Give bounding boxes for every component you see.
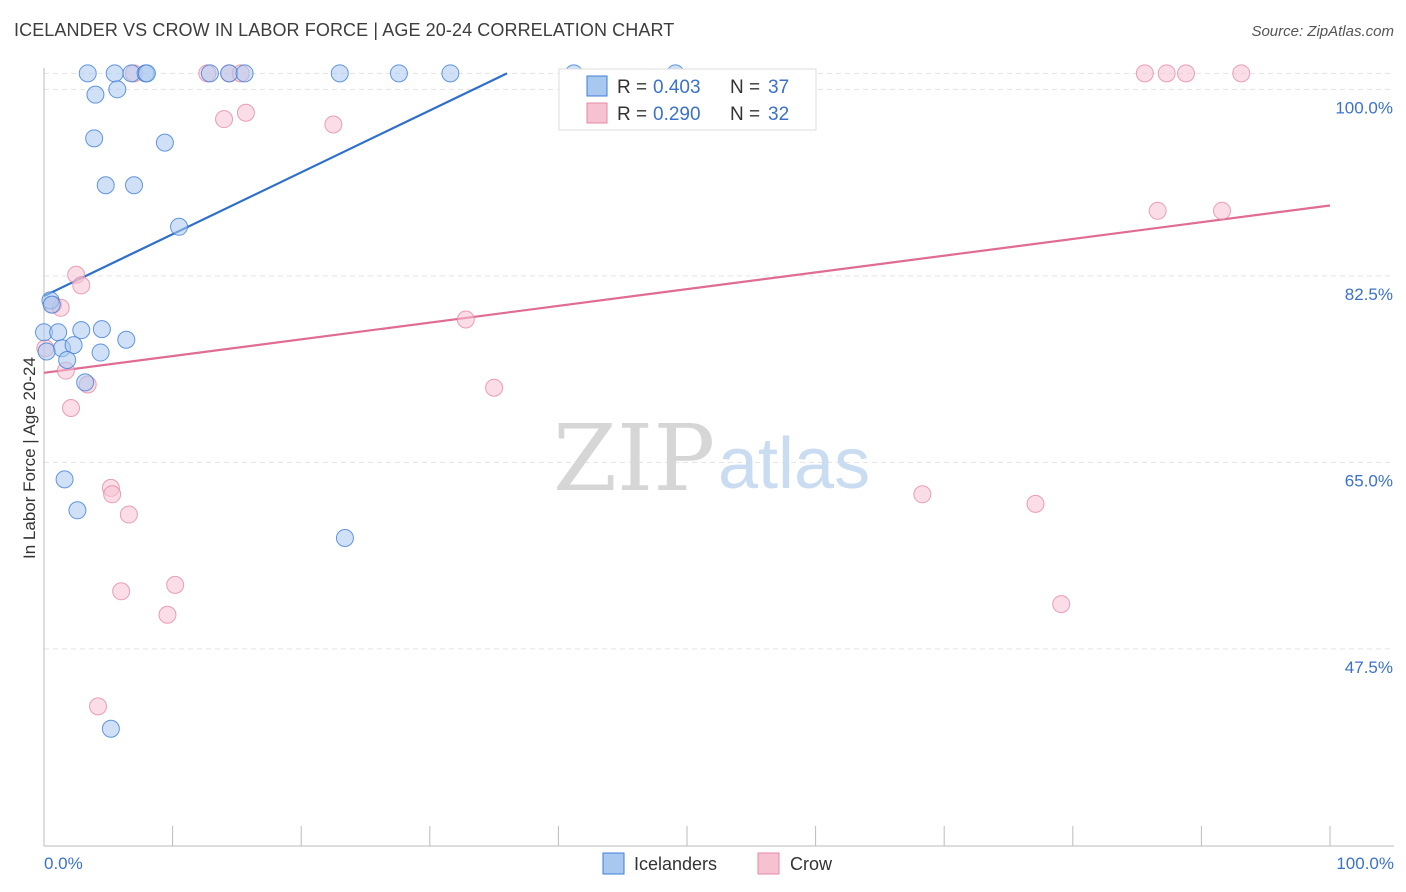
crow-point [1148, 201, 1167, 220]
icelanders-point [58, 351, 77, 370]
legend-r-value-crow: 0.290 [653, 104, 701, 125]
crow-point [119, 505, 138, 524]
icelanders-point [85, 129, 104, 148]
crow-point [215, 110, 234, 129]
icelanders-point [68, 501, 87, 520]
crow-point [236, 103, 255, 122]
icelanders-point [108, 80, 127, 99]
icelanders-point [200, 64, 219, 83]
legend-swatch-crow [586, 102, 608, 124]
crow-point [166, 575, 185, 594]
x-tick-label-max: 100.0% [1336, 854, 1394, 873]
bottom-legend-swatch-icelanders [602, 852, 625, 875]
crow-points [36, 64, 1251, 716]
legend-swatch-icelanders [586, 75, 608, 97]
icelanders-point [220, 64, 239, 83]
crow-trend-line [43, 204, 1331, 374]
x-tick-label-min: 0.0% [44, 854, 83, 873]
legend-r-label-crow: R = [617, 104, 647, 125]
legend-n-value-crow: 32 [768, 104, 789, 125]
icelanders-point [96, 176, 115, 195]
icelanders-point [49, 323, 68, 342]
icelanders-point [170, 217, 189, 236]
icelanders-point [78, 64, 97, 83]
icelanders-point [137, 64, 156, 83]
crow-point [456, 310, 475, 329]
watermark-atlas: atlas [718, 424, 870, 504]
icelanders-point [76, 373, 95, 392]
icelanders-point [155, 133, 174, 152]
x-ticks [43, 826, 1331, 846]
crow-point [158, 605, 177, 624]
axes [43, 68, 1394, 847]
y-tick-label: 82.5% [1345, 285, 1393, 304]
icelanders-point [86, 85, 105, 104]
crow-point [1052, 595, 1071, 614]
icelanders-point [235, 64, 254, 83]
legend-n-label-crow: N = [730, 104, 760, 125]
chart-title: ICELANDER VS CROW IN LABOR FORCE | AGE 2… [14, 20, 675, 40]
icelanders-point [441, 64, 460, 83]
icelanders-points [35, 64, 685, 738]
crow-point [1176, 64, 1195, 83]
legend-r-label-icelanders: R = [617, 77, 647, 98]
icelanders-point [92, 320, 111, 339]
y-tick-labels: 47.5% 65.0% 82.5% 100.0% [1335, 98, 1393, 677]
icelanders-point [37, 342, 56, 361]
correlation-legend: R = 0.403 N = 37 R = 0.290 N = 32 [558, 68, 817, 131]
icelanders-point [335, 528, 354, 547]
icelanders-point [64, 336, 83, 355]
watermark-zip: ZIP [553, 405, 715, 512]
icelanders-point [72, 321, 91, 340]
crow-point [62, 398, 81, 417]
source-credit: Source: ZipAtlas.com [1251, 23, 1394, 40]
legend-n-label-icelanders: N = [730, 77, 760, 98]
crow-point [1026, 494, 1045, 513]
icelanders-point [389, 64, 408, 83]
icelanders-point [91, 343, 110, 362]
crow-point [89, 697, 108, 716]
icelanders-point [101, 719, 120, 738]
icelanders-point [117, 330, 136, 349]
crow-point [324, 115, 343, 134]
crow-point [1232, 64, 1251, 83]
crow-point [103, 485, 122, 504]
legend-r-value-icelanders: 0.403 [653, 77, 701, 98]
icelanders-point [42, 295, 61, 314]
icelanders-point [125, 176, 144, 195]
crow-point [112, 582, 131, 601]
trend-lines [43, 72, 1331, 374]
y-axis-label: In Labor Force | Age 20-24 [20, 357, 39, 559]
y-tick-label: 65.0% [1345, 471, 1393, 490]
crow-point [1157, 64, 1176, 83]
y-tick-label: 47.5% [1345, 658, 1393, 677]
series-legend: Icelanders Crow [602, 852, 833, 875]
icelanders-point [330, 64, 349, 83]
crow-point [485, 378, 504, 397]
watermark: ZIP atlas [553, 405, 870, 512]
legend-n-value-icelanders: 37 [768, 77, 789, 98]
icelanders-trend-line [43, 72, 508, 298]
gridlines [44, 72, 1394, 650]
crow-point [72, 276, 91, 295]
y-tick-label: 100.0% [1335, 98, 1393, 117]
crow-point [1212, 201, 1231, 220]
crow-point [913, 485, 932, 504]
bottom-legend-label-icelanders: Icelanders [634, 854, 717, 874]
bottom-legend-swatch-crow [757, 852, 780, 875]
icelanders-point [55, 470, 74, 489]
bottom-legend-label-crow: Crow [790, 854, 833, 874]
crow-point [1135, 64, 1154, 83]
icelanders-point [105, 64, 124, 83]
